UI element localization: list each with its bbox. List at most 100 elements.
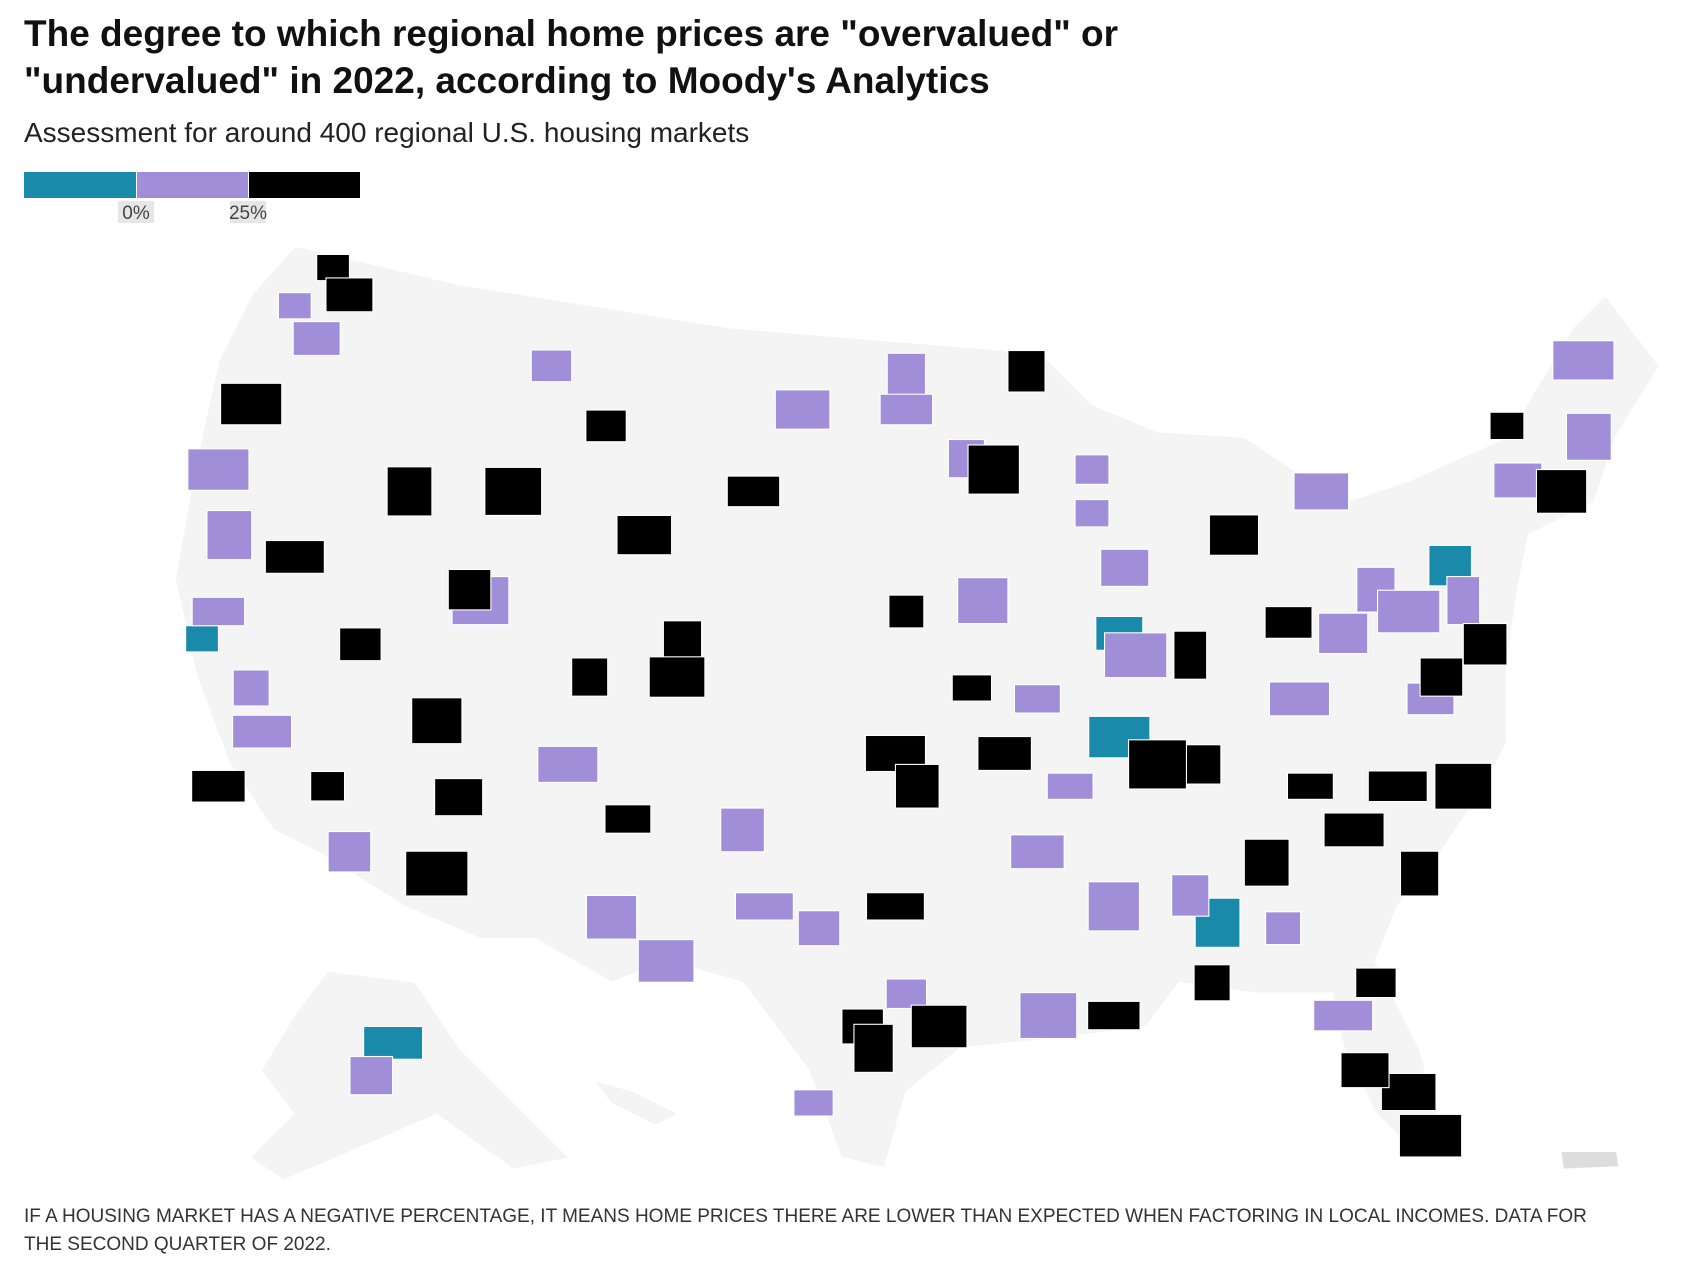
market-area [232, 714, 293, 749]
market-area [1100, 548, 1150, 587]
legend: 0% 25% [24, 172, 360, 224]
market-area [405, 850, 469, 897]
market-area [967, 444, 1020, 495]
market-area [232, 669, 270, 707]
market-area [1087, 881, 1141, 932]
market-area [434, 778, 484, 817]
market-area [1264, 606, 1313, 639]
market-area [447, 568, 492, 611]
market-area [1104, 632, 1168, 679]
market-area [349, 1055, 394, 1096]
market-area [1265, 911, 1302, 946]
market-area [571, 657, 609, 697]
market-area [894, 763, 940, 809]
map [173, 244, 1662, 1180]
market-area [1318, 612, 1369, 655]
market-area [411, 697, 463, 745]
market-area [1173, 630, 1208, 680]
market-area [191, 596, 246, 627]
market-area [1565, 412, 1612, 461]
market-area [910, 1004, 968, 1049]
legend-tick-label: 0% [122, 203, 150, 224]
market-area [206, 509, 253, 561]
market-area [726, 475, 781, 508]
market-area [879, 393, 934, 426]
hawaii [595, 1081, 678, 1125]
note-line: IF A HOUSING MARKET HAS A NEGATIVE PERCE… [24, 1206, 1587, 1227]
market-area [339, 627, 382, 662]
market-area [1087, 1000, 1141, 1031]
market-area [386, 466, 433, 517]
market-area [1128, 739, 1188, 790]
market-area [1268, 681, 1331, 717]
market-area [310, 770, 346, 802]
market-area [648, 656, 706, 698]
market-area [585, 409, 627, 443]
market-area [797, 910, 841, 947]
legend-swatch [24, 172, 136, 198]
market-area [537, 745, 599, 783]
market-area [720, 807, 765, 853]
market-area [292, 321, 341, 356]
title-line: "undervalued" in 2022, according to Mood… [24, 60, 990, 101]
market-area [957, 577, 1009, 625]
legend-swatch [137, 172, 248, 198]
alaska [251, 971, 568, 1180]
market-area [1293, 472, 1350, 511]
market-area [1377, 589, 1441, 634]
market-area [616, 514, 673, 556]
market-area [1535, 469, 1588, 514]
market-area [1323, 812, 1385, 848]
market-area [1074, 454, 1110, 485]
market-area [885, 978, 928, 1010]
market-area [1419, 657, 1464, 697]
market-area [1313, 999, 1374, 1032]
market-area [886, 352, 927, 401]
market-area [191, 769, 246, 803]
market-area [185, 625, 219, 653]
market-area [604, 804, 652, 834]
note-line: THE SECOND QUARTER OF 2022. [24, 1234, 331, 1255]
market-area [1286, 772, 1334, 800]
market-area [977, 736, 1032, 771]
market-area [1399, 850, 1440, 897]
market-area [734, 892, 794, 921]
market-area [484, 466, 543, 516]
legend-swatch [249, 172, 360, 198]
market-area [793, 1089, 834, 1117]
market-area [1489, 411, 1525, 441]
market-area [637, 939, 695, 983]
market-area [1398, 1113, 1463, 1158]
market-area [1355, 967, 1397, 999]
market-area [277, 292, 312, 320]
market-area [363, 1025, 424, 1060]
market-area [316, 253, 350, 282]
market-area [1171, 874, 1210, 917]
market-area [774, 389, 831, 430]
market-area [1013, 684, 1061, 714]
market-area [1243, 838, 1290, 887]
market-area [1010, 834, 1065, 870]
market-area [1380, 1072, 1437, 1112]
market-area [187, 448, 250, 491]
market-area [1462, 622, 1508, 666]
tick-label-bg [118, 201, 154, 223]
market-area [1340, 1052, 1390, 1089]
legend-tick-label: 25% [229, 203, 267, 224]
market-area [325, 277, 374, 313]
market-area [1046, 772, 1094, 800]
market-area [1019, 992, 1078, 1040]
title-line: The degree to which regional home prices… [24, 13, 1118, 54]
market-area [327, 831, 372, 873]
market-area [530, 349, 573, 383]
market-area [220, 382, 283, 426]
tick-label-bg [230, 201, 266, 223]
market-area [1208, 514, 1260, 556]
market-area [1493, 462, 1543, 499]
market-area [1007, 349, 1046, 393]
market-area [888, 594, 925, 629]
market-area [853, 1023, 894, 1073]
market-area [1446, 576, 1481, 626]
market-area [1074, 499, 1110, 528]
